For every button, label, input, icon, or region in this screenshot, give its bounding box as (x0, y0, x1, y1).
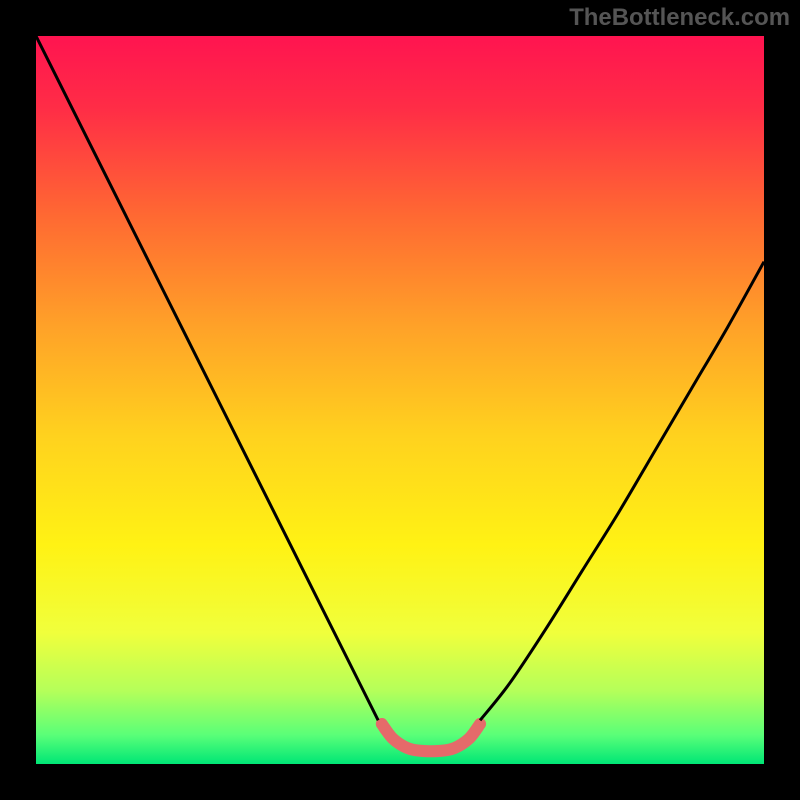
curve-right (480, 262, 764, 721)
plot-area (36, 36, 764, 764)
chart-container: TheBottleneck.com (0, 0, 800, 800)
curves-layer (36, 36, 764, 764)
valley-marker (382, 724, 480, 751)
watermark-text: TheBottleneck.com (569, 4, 790, 32)
curve-left (36, 36, 378, 720)
